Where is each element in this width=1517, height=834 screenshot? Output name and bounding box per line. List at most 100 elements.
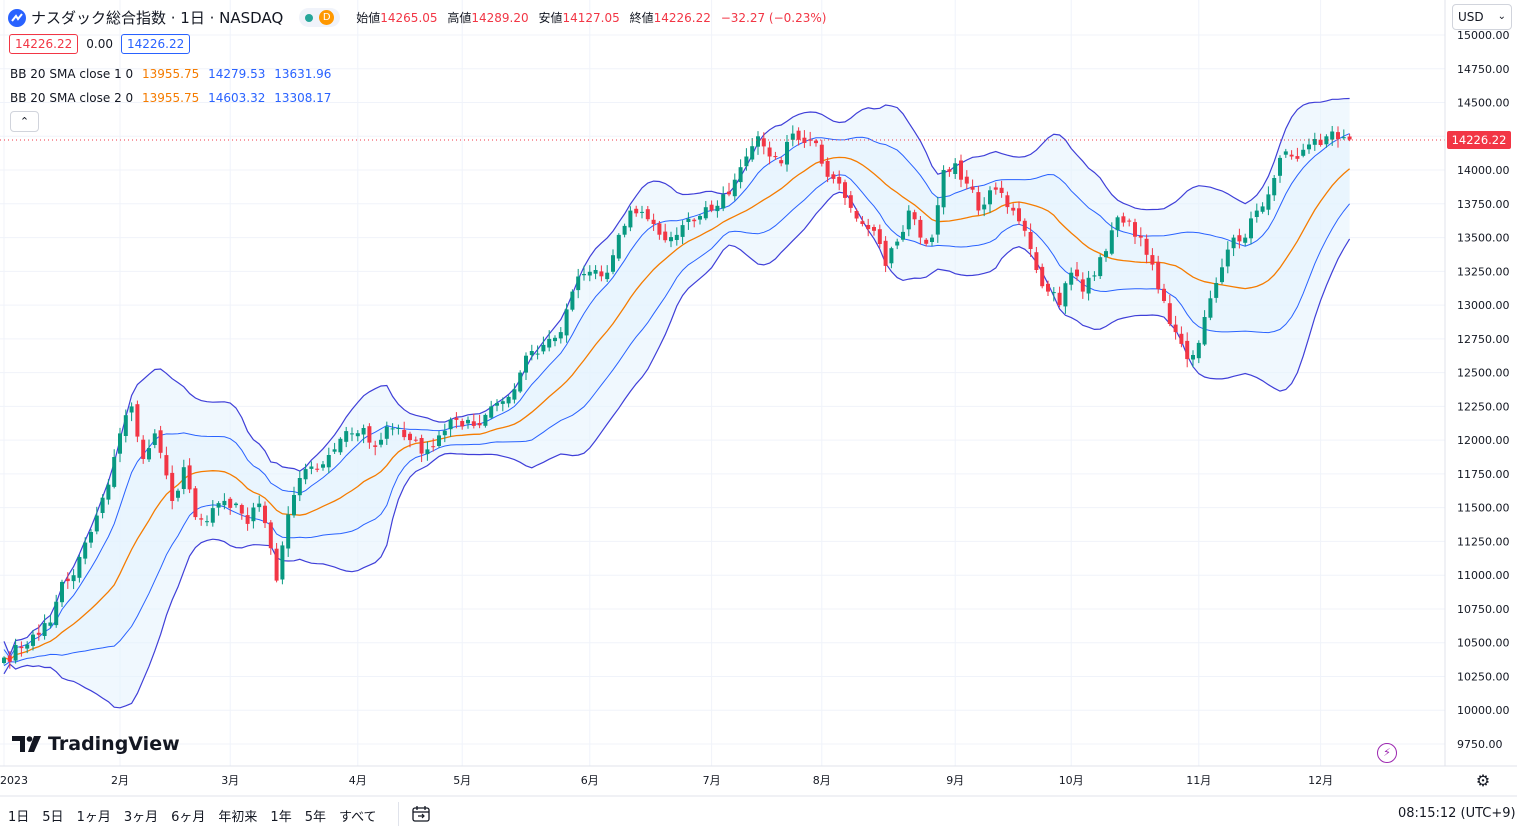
candle-body xyxy=(65,578,70,582)
candle-body xyxy=(1080,279,1085,292)
candle-body xyxy=(1040,266,1045,287)
price-tick-label: 10500.00 xyxy=(1457,637,1510,650)
candle-body xyxy=(222,500,227,506)
date-range-icon[interactable] xyxy=(410,803,432,825)
price-tick-label: 9750.00 xyxy=(1457,738,1503,751)
candle-body xyxy=(199,518,204,520)
timeframe-button[interactable]: すべて xyxy=(338,809,377,825)
candle-body xyxy=(1051,292,1056,294)
timeframe-toolbar: 1日 5日 1ヶ月 3ヶ月 6ヶ月 年初来 1年 5年 すべて xyxy=(8,804,390,826)
candle-body xyxy=(1167,303,1172,324)
candle-body xyxy=(512,389,517,400)
currency-button[interactable]: USD ⌄ xyxy=(1452,4,1512,30)
candle-body xyxy=(1336,132,1340,139)
candle-body xyxy=(390,428,395,430)
candle-body xyxy=(912,212,917,220)
bb-inner-fill xyxy=(4,133,1350,666)
candle-body xyxy=(1046,283,1050,292)
candle-body xyxy=(553,337,557,342)
timeframe-button[interactable]: 1年 xyxy=(270,809,292,825)
candle-body xyxy=(767,147,772,157)
buy-price-chip[interactable]: 14226.22 xyxy=(120,34,191,54)
candle-body xyxy=(164,455,169,476)
timeframe-button[interactable]: 3ヶ月 xyxy=(123,809,159,825)
candle-body xyxy=(593,270,598,274)
sell-price-chip[interactable]: 14226.22 xyxy=(9,34,79,54)
candle-body xyxy=(663,231,668,241)
symbol-title[interactable]: ナスダック総合指数 · 1日 · NASDAQ xyxy=(31,9,284,27)
candle-body xyxy=(854,211,859,219)
price-tick-label: 11000.00 xyxy=(1457,569,1510,582)
candle-body xyxy=(785,141,789,165)
indicator-name: BB 20 SMA close 2 0 xyxy=(10,91,134,105)
candle-body xyxy=(889,248,894,264)
candle-body xyxy=(321,464,325,468)
legend-header: ナスダック総合指数 · 1日 · NASDAQ D 始値14265.05 高値1… xyxy=(8,7,826,28)
price-tick-label: 11500.00 xyxy=(1457,502,1510,515)
candle-body xyxy=(332,449,337,452)
candle-body xyxy=(616,234,621,259)
candle-body xyxy=(999,187,1004,193)
candle-body xyxy=(518,372,523,392)
candle-body xyxy=(860,221,865,224)
candle-body xyxy=(268,522,273,549)
candle-body xyxy=(425,449,430,455)
candle-body xyxy=(216,503,221,508)
price-tick-label: 13250.00 xyxy=(1457,265,1510,278)
candle-body xyxy=(495,403,499,406)
candle-body xyxy=(669,237,673,242)
price-tick-label: 12000.00 xyxy=(1457,434,1510,447)
timeframe-button[interactable]: 1ヶ月 xyxy=(76,809,111,825)
candle-body xyxy=(895,241,900,246)
candle-body xyxy=(1289,154,1294,157)
lightning-icon[interactable]: ⚡ xyxy=(1377,743,1397,763)
candle-body xyxy=(355,433,360,437)
candle-body xyxy=(529,351,534,356)
timeframe-button[interactable]: 6ヶ月 xyxy=(171,809,206,825)
collapse-legend-button[interactable]: ⌃ xyxy=(10,111,39,132)
candle-body xyxy=(587,271,592,276)
candle-body xyxy=(297,478,302,496)
time-axis[interactable]: 2023 2月 3月 4月 5月 6月 7月 8月 9月 10月 11月 12月 xyxy=(0,774,1333,787)
candle-body xyxy=(872,227,876,231)
price-tick-label: 10750.00 xyxy=(1457,603,1510,616)
candle-body xyxy=(1144,238,1149,255)
candle-body xyxy=(1133,222,1137,237)
candle-body xyxy=(1092,275,1097,277)
timeframe-button[interactable]: 5年 xyxy=(304,809,326,825)
candle-body xyxy=(1138,235,1143,238)
candle-body xyxy=(210,508,215,523)
clock[interactable]: 08:15:12 (UTC+9) xyxy=(1398,806,1516,821)
candle-body xyxy=(1115,217,1120,231)
time-tick-label: 10月 xyxy=(1059,774,1084,787)
indicator-legend-2[interactable]: BB 20 SMA close 2 0 13955.75 14603.32 13… xyxy=(10,91,331,105)
price-axis[interactable]: 15000.0014750.0014500.0014250.0014000.00… xyxy=(1457,29,1510,751)
timeframe-button[interactable]: 年初来 xyxy=(218,809,258,825)
candle-body xyxy=(1254,210,1259,217)
candle-body xyxy=(814,140,818,144)
candle-body xyxy=(1318,139,1323,145)
candle-body xyxy=(727,191,731,195)
candle-body xyxy=(918,219,923,238)
candle-body xyxy=(848,195,853,208)
time-tick-label: 5月 xyxy=(453,774,471,787)
tradingview-logo[interactable]: TradingView xyxy=(12,733,180,755)
price-tick-label: 12250.00 xyxy=(1457,400,1510,413)
timeframe-button[interactable]: 1日 xyxy=(8,809,30,825)
candle-body xyxy=(280,545,285,580)
candle-body xyxy=(1301,149,1306,156)
candle-body xyxy=(1237,235,1242,242)
candle-body xyxy=(483,414,488,426)
candle-body xyxy=(170,472,175,501)
time-tick-label: 3月 xyxy=(221,774,239,787)
timeframe-button[interactable]: 5日 xyxy=(42,809,64,825)
bb-outer-band-area xyxy=(4,98,1350,708)
candle-body xyxy=(1063,283,1068,307)
candle-body xyxy=(698,216,702,220)
gear-icon[interactable]: ⚙ xyxy=(1475,771,1491,790)
indicator-legend-1[interactable]: BB 20 SMA close 1 0 13955.75 14279.53 13… xyxy=(10,67,331,81)
bb-outer-fill xyxy=(4,98,1350,708)
time-tick-label: 11月 xyxy=(1186,774,1211,787)
candle-body xyxy=(808,139,813,141)
